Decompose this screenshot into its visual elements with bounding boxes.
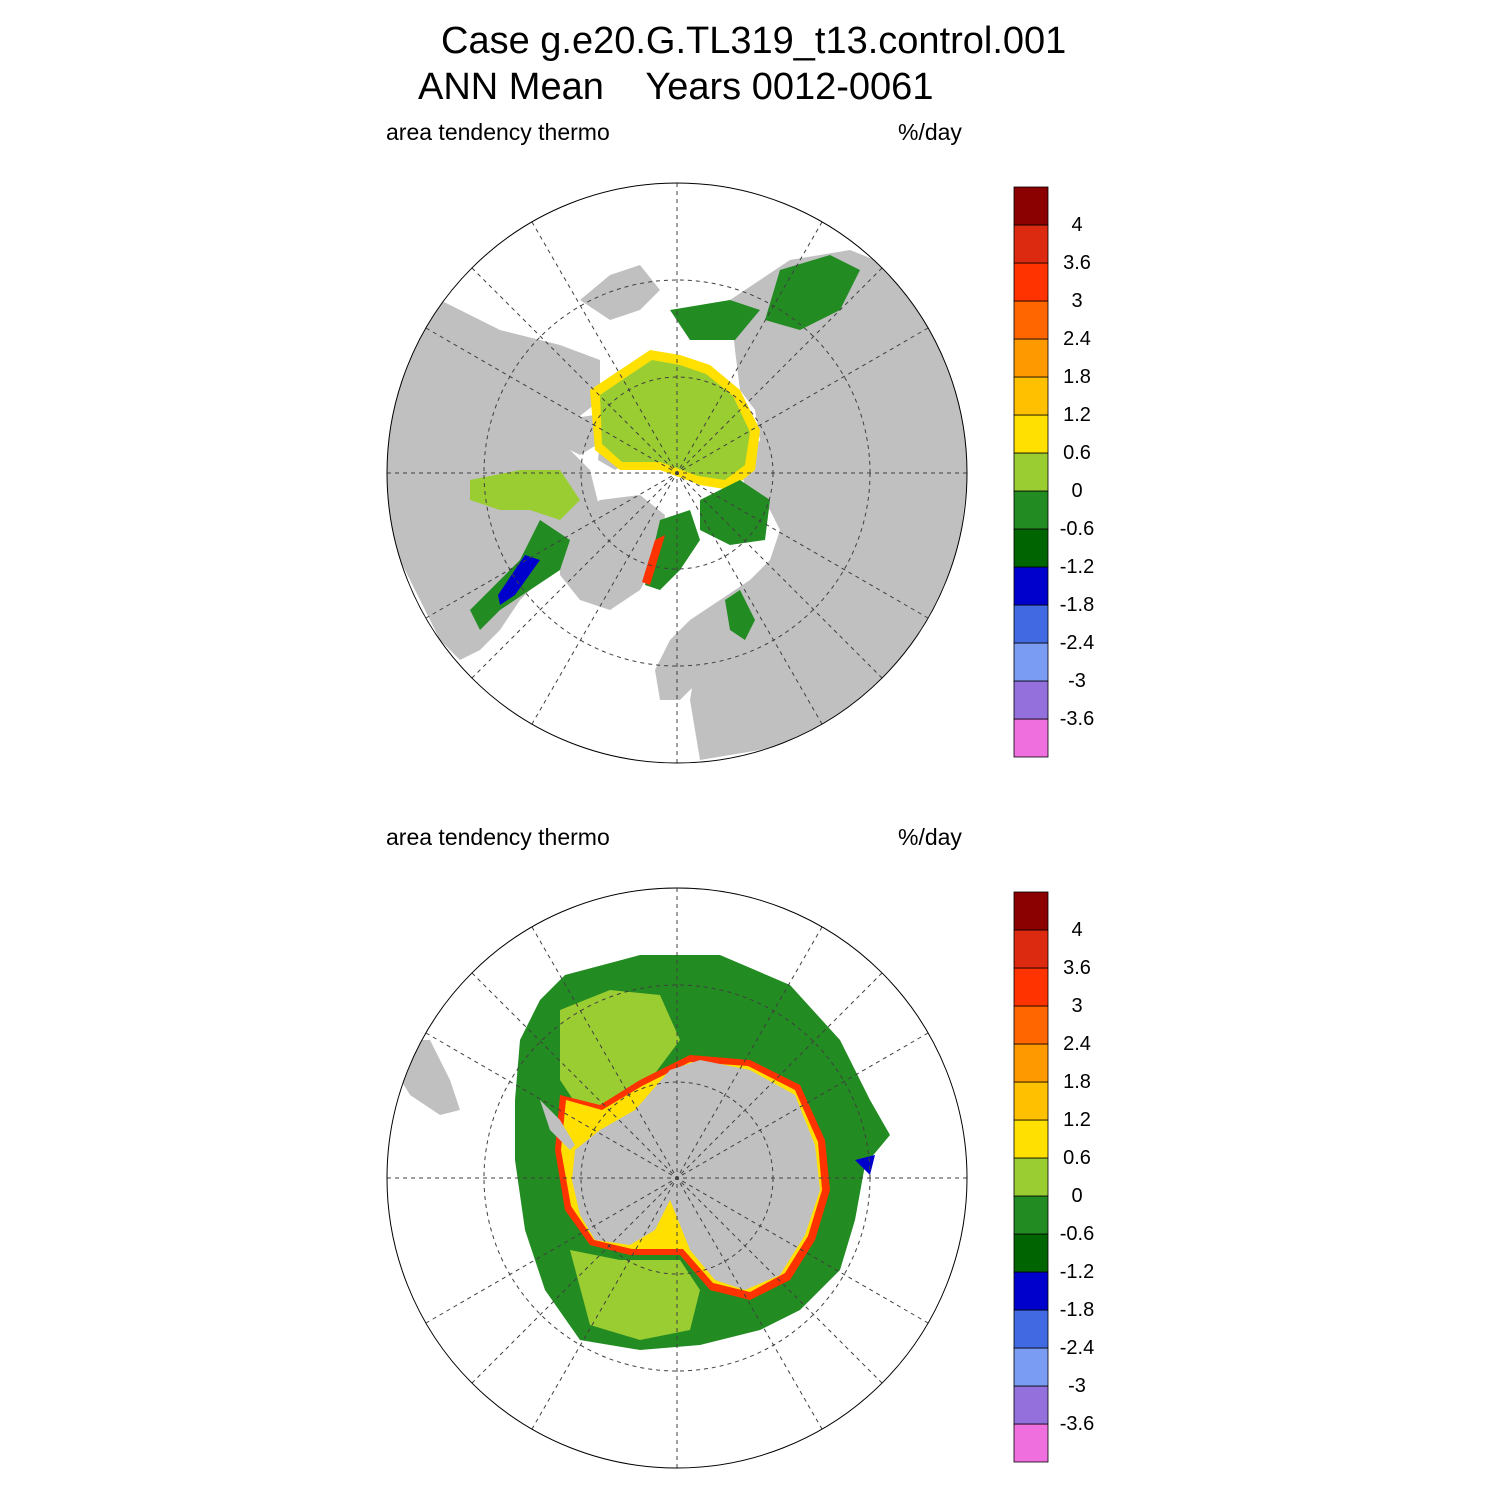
arctic-ice-labrador bbox=[498, 555, 540, 605]
colorbar-swatch bbox=[1013, 680, 1049, 720]
arctic-ice-negative-patch bbox=[855, 1155, 875, 1175]
colorbar-tick-label: 1.2 bbox=[1063, 1109, 1091, 1131]
arctic-ice-eastgreen-edge bbox=[642, 535, 665, 585]
colorbar-tick-label: 2.4 bbox=[1063, 328, 1091, 350]
colorbar-swatch bbox=[1013, 262, 1049, 302]
colorbar-swatch bbox=[1013, 490, 1049, 530]
panel-arctic-left-label: area tendency thermo bbox=[386, 119, 610, 145]
colorbar-swatch bbox=[1013, 1157, 1049, 1197]
arctic-ice-bering bbox=[670, 300, 760, 340]
colorbar-swatch bbox=[1013, 891, 1049, 931]
antarctic-graticule bbox=[387, 888, 967, 1468]
colorbar-tick-label: -3 bbox=[1068, 1375, 1086, 1397]
antarctic-ice-ross bbox=[570, 1250, 700, 1340]
arctic-map bbox=[386, 182, 968, 764]
colorbar-swatch bbox=[1013, 1043, 1049, 1083]
colorbar-arctic bbox=[1013, 186, 1049, 758]
colorbar-swatch bbox=[1013, 1233, 1049, 1273]
arctic-ice-baltic bbox=[725, 590, 755, 640]
antarctica-land bbox=[572, 1060, 820, 1290]
panel-arctic-units-label: %/day bbox=[898, 119, 962, 145]
colorbar-swatch bbox=[1013, 414, 1049, 454]
colorbar-swatch bbox=[1013, 1081, 1049, 1121]
colorbar-swatch bbox=[1013, 300, 1049, 340]
arctic-map-border bbox=[386, 182, 968, 764]
colorbar-tick-label: 0 bbox=[1071, 480, 1083, 502]
colorbar-swatch bbox=[1013, 186, 1049, 226]
colorbar-tick-label: -0.6 bbox=[1059, 518, 1095, 540]
colorbar-swatch bbox=[1013, 1385, 1049, 1425]
colorbar-tick-label: 4 bbox=[1071, 919, 1083, 941]
colorbar-swatch bbox=[1013, 1347, 1049, 1387]
colorbar-tick-label: 4 bbox=[1071, 214, 1083, 236]
colorbar-swatch bbox=[1013, 718, 1049, 758]
colorbar-tick-label: 0.6 bbox=[1063, 442, 1091, 464]
colorbar-tick-label: -1.8 bbox=[1059, 594, 1095, 616]
colorbar-tick-label: 3.6 bbox=[1063, 252, 1091, 274]
colorbar-swatch bbox=[1013, 224, 1049, 264]
colorbar-tick-label: 0 bbox=[1071, 1185, 1083, 1207]
colorbar-tick-label: -3.6 bbox=[1059, 708, 1095, 730]
arctic-ice-eastgreen bbox=[645, 510, 700, 590]
colorbar-tick-label: 1.8 bbox=[1063, 366, 1091, 388]
colorbar-tick-label: 3.6 bbox=[1063, 957, 1091, 979]
colorbar-tick-label: -1.2 bbox=[1059, 1261, 1095, 1283]
colorbar-swatch bbox=[1013, 452, 1049, 492]
colorbar-tick-label: 3 bbox=[1071, 995, 1083, 1017]
panel-antarctic-left-label: area tendency thermo bbox=[386, 824, 610, 850]
colorbar-swatch bbox=[1013, 1271, 1049, 1311]
colorbar-tick-label: -3.6 bbox=[1059, 1413, 1095, 1435]
antarctic-map bbox=[386, 887, 968, 1469]
arctic-ice-hudson bbox=[470, 470, 580, 520]
colorbar-swatch bbox=[1013, 642, 1049, 682]
colorbar-swatch bbox=[1013, 338, 1049, 378]
arctic-ice-okhotsk bbox=[765, 255, 860, 330]
colorbar-tick-label: 1.8 bbox=[1063, 1071, 1091, 1093]
colorbar-swatch bbox=[1013, 1309, 1049, 1349]
main-title: Case g.e20.G.TL319_t13.control.001 bbox=[441, 20, 1067, 62]
colorbar-swatch bbox=[1013, 376, 1049, 416]
colorbar-swatch bbox=[1013, 967, 1049, 1007]
colorbar-tick-label: -2.4 bbox=[1059, 632, 1095, 654]
antarctic-map-border bbox=[386, 887, 968, 1469]
colorbar-antarctic bbox=[1013, 891, 1049, 1463]
arctic-graticule bbox=[387, 183, 967, 763]
colorbar-tick-label: 0.6 bbox=[1063, 1147, 1091, 1169]
colorbar-tick-label: -1.8 bbox=[1059, 1299, 1095, 1321]
antarctic-peninsula bbox=[540, 1100, 575, 1150]
colorbar-swatch bbox=[1013, 1423, 1049, 1463]
colorbar-tick-label: -2.4 bbox=[1059, 1337, 1095, 1359]
colorbar-swatch bbox=[1013, 1119, 1049, 1159]
panel-antarctic-units-label: %/day bbox=[898, 824, 962, 850]
arctic-sea-ice bbox=[470, 255, 860, 640]
colorbar-swatch bbox=[1013, 528, 1049, 568]
colorbar-tick-label: -1.2 bbox=[1059, 556, 1095, 578]
colorbar-tick-label: -0.6 bbox=[1059, 1223, 1095, 1245]
colorbar-tick-label: 3 bbox=[1071, 290, 1083, 312]
colorbar-tick-label: 1.2 bbox=[1063, 404, 1091, 426]
colorbar-swatch bbox=[1013, 604, 1049, 644]
colorbar-tick-label: -3 bbox=[1068, 670, 1086, 692]
colorbar-swatch bbox=[1013, 1005, 1049, 1045]
colorbar-swatch bbox=[1013, 566, 1049, 606]
main-subtitle: ANN Mean Years 0012-0061 bbox=[418, 66, 934, 108]
arctic-ice-core bbox=[600, 360, 750, 480]
colorbar-swatch bbox=[1013, 929, 1049, 969]
colorbar-swatch bbox=[1013, 1195, 1049, 1235]
colorbar-tick-label: 2.4 bbox=[1063, 1033, 1091, 1055]
